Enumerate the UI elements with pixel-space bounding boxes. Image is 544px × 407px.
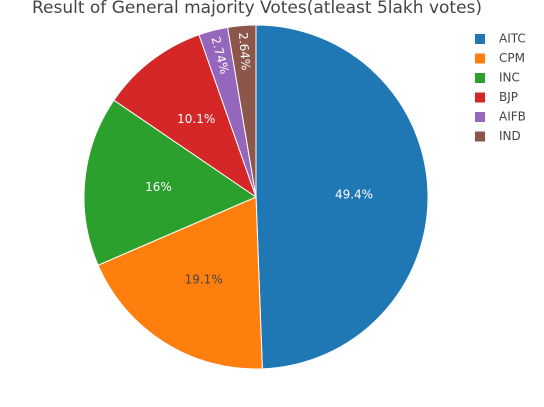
pie-slices [83,24,429,370]
legend-swatch-inc [475,73,485,83]
legend-item-ind[interactable]: IND [475,129,521,143]
pie-slice-inc[interactable] [83,99,258,266]
legend-label-inc: INC [499,71,520,85]
legend-label-aifb: AIFB [499,110,526,124]
legend-item-aifb[interactable]: AIFB [475,110,526,124]
slice-labels: 49.4%19.1%16%10.1%2.74% 2.64% [145,32,373,287]
legend-swatch-aifb [475,112,485,122]
slice-label-aitc: 49.4% [335,188,373,202]
pie-slice-bjp[interactable] [113,34,257,199]
legend-swatch-aitc [475,34,485,44]
legend-label-cpm: CPM [499,51,525,65]
legend-label-bjp: BJP [499,90,518,104]
legend-swatch-cpm [475,53,485,64]
legend-item-cpm[interactable]: CPM [475,51,525,65]
legend-item-aitc[interactable]: AITC [475,32,526,46]
legend: AITC CPM INC BJP AIFB IND [475,32,526,143]
legend-item-bjp[interactable]: BJP [475,90,518,104]
slice-label-inc: 16% [145,180,172,194]
pie-slice-ind[interactable] [227,24,257,198]
chart-title: Result of General majority Votes(atleast… [32,0,482,18]
legend-swatch-ind [475,131,485,142]
legend-item-inc[interactable]: INC [475,71,520,85]
pie-slice-aitc[interactable] [255,24,429,370]
slice-label-ind: 2.64% [236,32,253,71]
legend-label-ind: IND [499,129,521,143]
slice-label-bjp: 10.1% [177,112,215,126]
legend-label-aitc: AITC [499,32,526,46]
legend-swatch-bjp [475,92,485,103]
slice-label-cpm: 19.1% [185,272,223,286]
pie-slice-cpm[interactable] [97,196,263,370]
